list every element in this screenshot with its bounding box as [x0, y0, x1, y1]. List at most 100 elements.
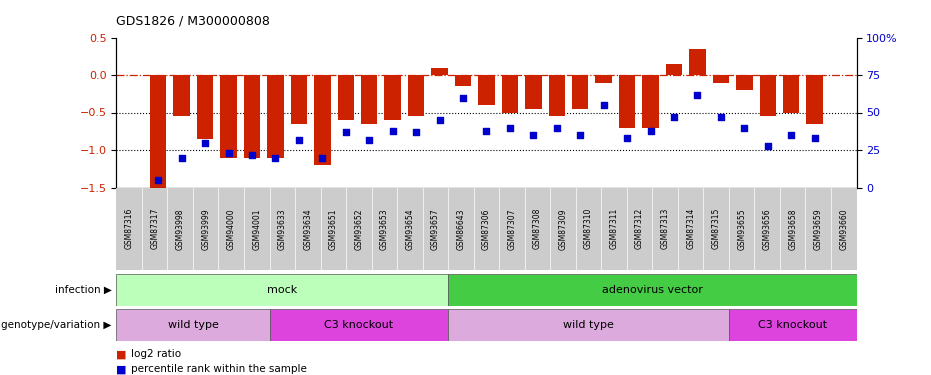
- Bar: [619, 75, 635, 128]
- Point: [291, 136, 306, 142]
- Text: GSM86643: GSM86643: [456, 208, 466, 249]
- Bar: [783, 75, 800, 112]
- Text: wild type: wild type: [563, 320, 614, 330]
- Point: [174, 154, 189, 160]
- Bar: [502, 75, 518, 112]
- Text: GSM93999: GSM93999: [201, 208, 210, 250]
- Text: GSM93651: GSM93651: [329, 208, 338, 249]
- Bar: [267, 75, 284, 158]
- Point: [573, 132, 587, 138]
- Bar: [361, 75, 377, 124]
- Point: [784, 132, 799, 138]
- Bar: [385, 75, 401, 120]
- FancyBboxPatch shape: [116, 309, 269, 341]
- Bar: [642, 75, 659, 128]
- Text: infection ▶: infection ▶: [55, 285, 112, 295]
- Text: GSM94001: GSM94001: [252, 208, 262, 249]
- Point: [338, 129, 353, 135]
- Bar: [338, 75, 354, 120]
- Bar: [408, 75, 425, 116]
- Point: [151, 177, 166, 183]
- Bar: [290, 75, 307, 124]
- Point: [362, 136, 377, 142]
- Bar: [173, 75, 190, 116]
- FancyBboxPatch shape: [448, 274, 857, 306]
- Point: [221, 150, 236, 156]
- FancyBboxPatch shape: [448, 309, 729, 341]
- Text: C3 knockout: C3 knockout: [324, 320, 394, 330]
- Text: GSM93656: GSM93656: [762, 208, 772, 250]
- Text: GSM93655: GSM93655: [737, 208, 746, 250]
- Text: GSM87310: GSM87310: [584, 208, 593, 249]
- Text: GSM93658: GSM93658: [789, 208, 797, 249]
- Point: [315, 154, 330, 160]
- Text: GSM93634: GSM93634: [304, 208, 312, 250]
- Point: [761, 142, 776, 148]
- Point: [737, 124, 752, 130]
- Text: GDS1826 / M300000808: GDS1826 / M300000808: [116, 15, 270, 28]
- Point: [620, 135, 635, 141]
- Bar: [150, 75, 167, 188]
- Text: GSM93652: GSM93652: [355, 208, 363, 249]
- FancyBboxPatch shape: [116, 188, 857, 270]
- Text: GSM87317: GSM87317: [150, 208, 159, 249]
- Text: GSM94000: GSM94000: [227, 208, 236, 250]
- Text: GSM87313: GSM87313: [661, 208, 669, 249]
- Text: GSM87311: GSM87311: [610, 208, 618, 249]
- Text: adenovirus vector: adenovirus vector: [602, 285, 703, 295]
- Text: GSM87316: GSM87316: [125, 208, 134, 249]
- Point: [385, 128, 400, 134]
- Text: genotype/variation ▶: genotype/variation ▶: [1, 320, 112, 330]
- Bar: [596, 75, 612, 82]
- Text: GSM87308: GSM87308: [533, 208, 542, 249]
- Bar: [548, 75, 565, 116]
- Text: GSM93998: GSM93998: [176, 208, 184, 249]
- Text: GSM87306: GSM87306: [482, 208, 491, 249]
- Text: GSM87314: GSM87314: [686, 208, 695, 249]
- Point: [455, 94, 470, 100]
- FancyBboxPatch shape: [729, 309, 857, 341]
- Text: GSM93653: GSM93653: [380, 208, 389, 250]
- Point: [596, 102, 611, 108]
- Text: C3 knockout: C3 knockout: [758, 320, 828, 330]
- Text: percentile rank within the sample: percentile rank within the sample: [131, 364, 307, 374]
- Point: [268, 154, 283, 160]
- Bar: [572, 75, 588, 109]
- Point: [432, 117, 447, 123]
- Point: [549, 124, 564, 130]
- Bar: [806, 75, 823, 124]
- Text: GSM93657: GSM93657: [431, 208, 440, 250]
- Bar: [713, 75, 729, 82]
- Point: [245, 152, 260, 157]
- Bar: [736, 75, 752, 90]
- Point: [503, 124, 518, 130]
- Bar: [244, 75, 260, 158]
- FancyBboxPatch shape: [269, 309, 448, 341]
- Bar: [314, 75, 331, 165]
- Bar: [689, 49, 706, 75]
- Text: ■: ■: [116, 350, 127, 359]
- Text: mock: mock: [267, 285, 297, 295]
- Point: [713, 114, 728, 120]
- Text: ■: ■: [116, 364, 127, 374]
- Point: [807, 135, 822, 141]
- Text: GSM87309: GSM87309: [559, 208, 568, 249]
- Text: GSM93659: GSM93659: [814, 208, 823, 250]
- Bar: [431, 68, 448, 75]
- Bar: [666, 64, 682, 75]
- Text: GSM87307: GSM87307: [507, 208, 517, 249]
- FancyBboxPatch shape: [116, 274, 448, 306]
- Text: GSM93654: GSM93654: [405, 208, 414, 250]
- Text: GSM93660: GSM93660: [839, 208, 848, 250]
- Bar: [760, 75, 776, 116]
- Text: wild type: wild type: [168, 320, 219, 330]
- Point: [479, 128, 493, 134]
- Point: [690, 92, 705, 98]
- Text: GSM87312: GSM87312: [635, 208, 644, 249]
- Bar: [525, 75, 542, 109]
- Text: log2 ratio: log2 ratio: [131, 350, 182, 359]
- Point: [409, 129, 424, 135]
- Bar: [197, 75, 213, 139]
- Point: [197, 140, 212, 146]
- Bar: [455, 75, 471, 86]
